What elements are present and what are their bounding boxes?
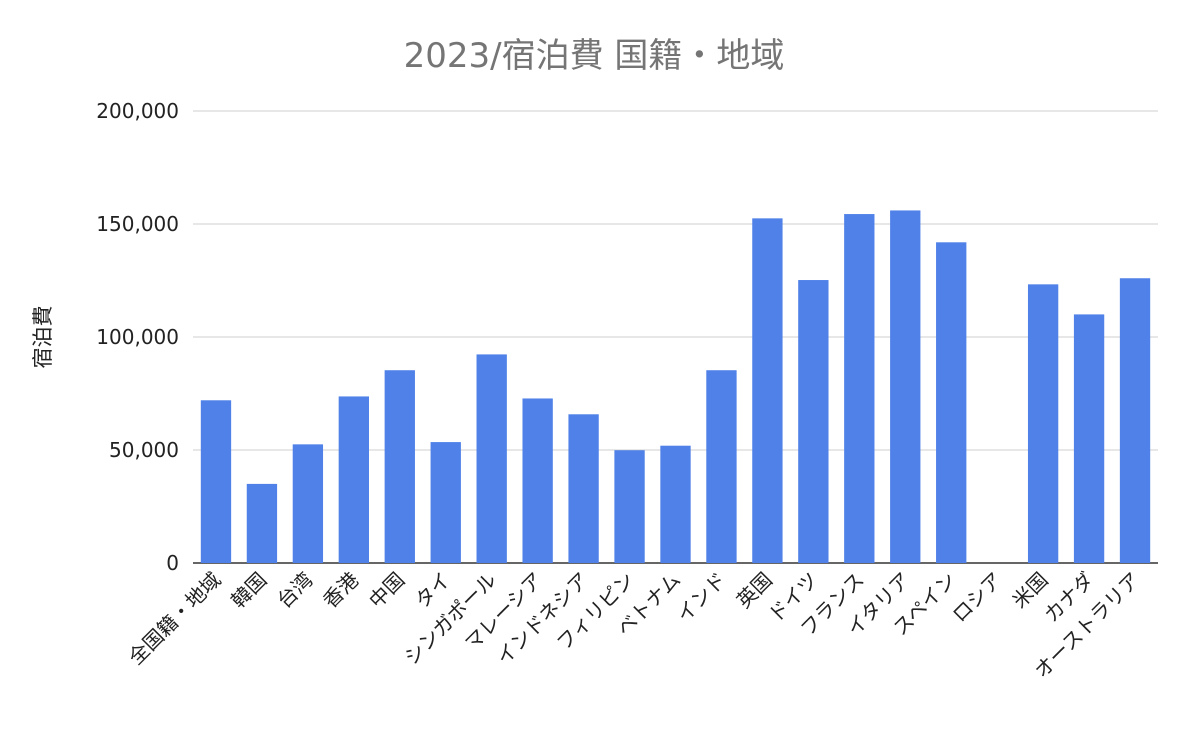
x-category-label: 韓国 (226, 568, 271, 613)
bar (200, 400, 232, 563)
y-tick-label: 50,000 (109, 438, 179, 462)
bar (522, 398, 553, 563)
bar (338, 396, 369, 563)
bar (706, 370, 737, 563)
x-category-label: ロシア (947, 568, 1006, 627)
chart-title: 2023/宿泊費 国籍・地域 (403, 36, 785, 76)
y-axis-ticks: 0 50,000 100,000 150,000 200,000 (96, 99, 179, 575)
y-tick-label: 0 (166, 551, 179, 575)
bar (568, 414, 599, 563)
x-category-label: インド (672, 568, 731, 627)
bar (798, 280, 829, 563)
bar (614, 450, 645, 563)
y-tick-label: 100,000 (96, 325, 179, 349)
bar (1027, 284, 1059, 563)
bar (292, 444, 324, 563)
x-category-label: 全国籍・地域 (124, 568, 226, 670)
bar (246, 483, 278, 563)
bar (752, 218, 783, 563)
bar (1073, 314, 1105, 563)
x-category-label: 中国 (364, 568, 409, 613)
x-axis-categories: 全国籍・地域 韓国 台湾 香港 中国 タイシンガポールマレーシアインドネシアフィリピンベト… (124, 568, 1145, 683)
bar (476, 354, 507, 563)
bar (384, 370, 415, 563)
bar (890, 210, 921, 563)
x-category-label: 台湾 (272, 568, 317, 613)
bar (1119, 278, 1151, 563)
bar (430, 442, 461, 563)
bar (844, 214, 875, 563)
y-tick-label: 200,000 (96, 99, 179, 123)
bar (660, 445, 691, 563)
x-category-label: 香港 (318, 568, 363, 613)
y-axis-title: 宿泊費 (31, 306, 55, 369)
bars (200, 210, 1151, 563)
y-tick-label: 150,000 (96, 212, 179, 236)
bar (936, 242, 967, 563)
